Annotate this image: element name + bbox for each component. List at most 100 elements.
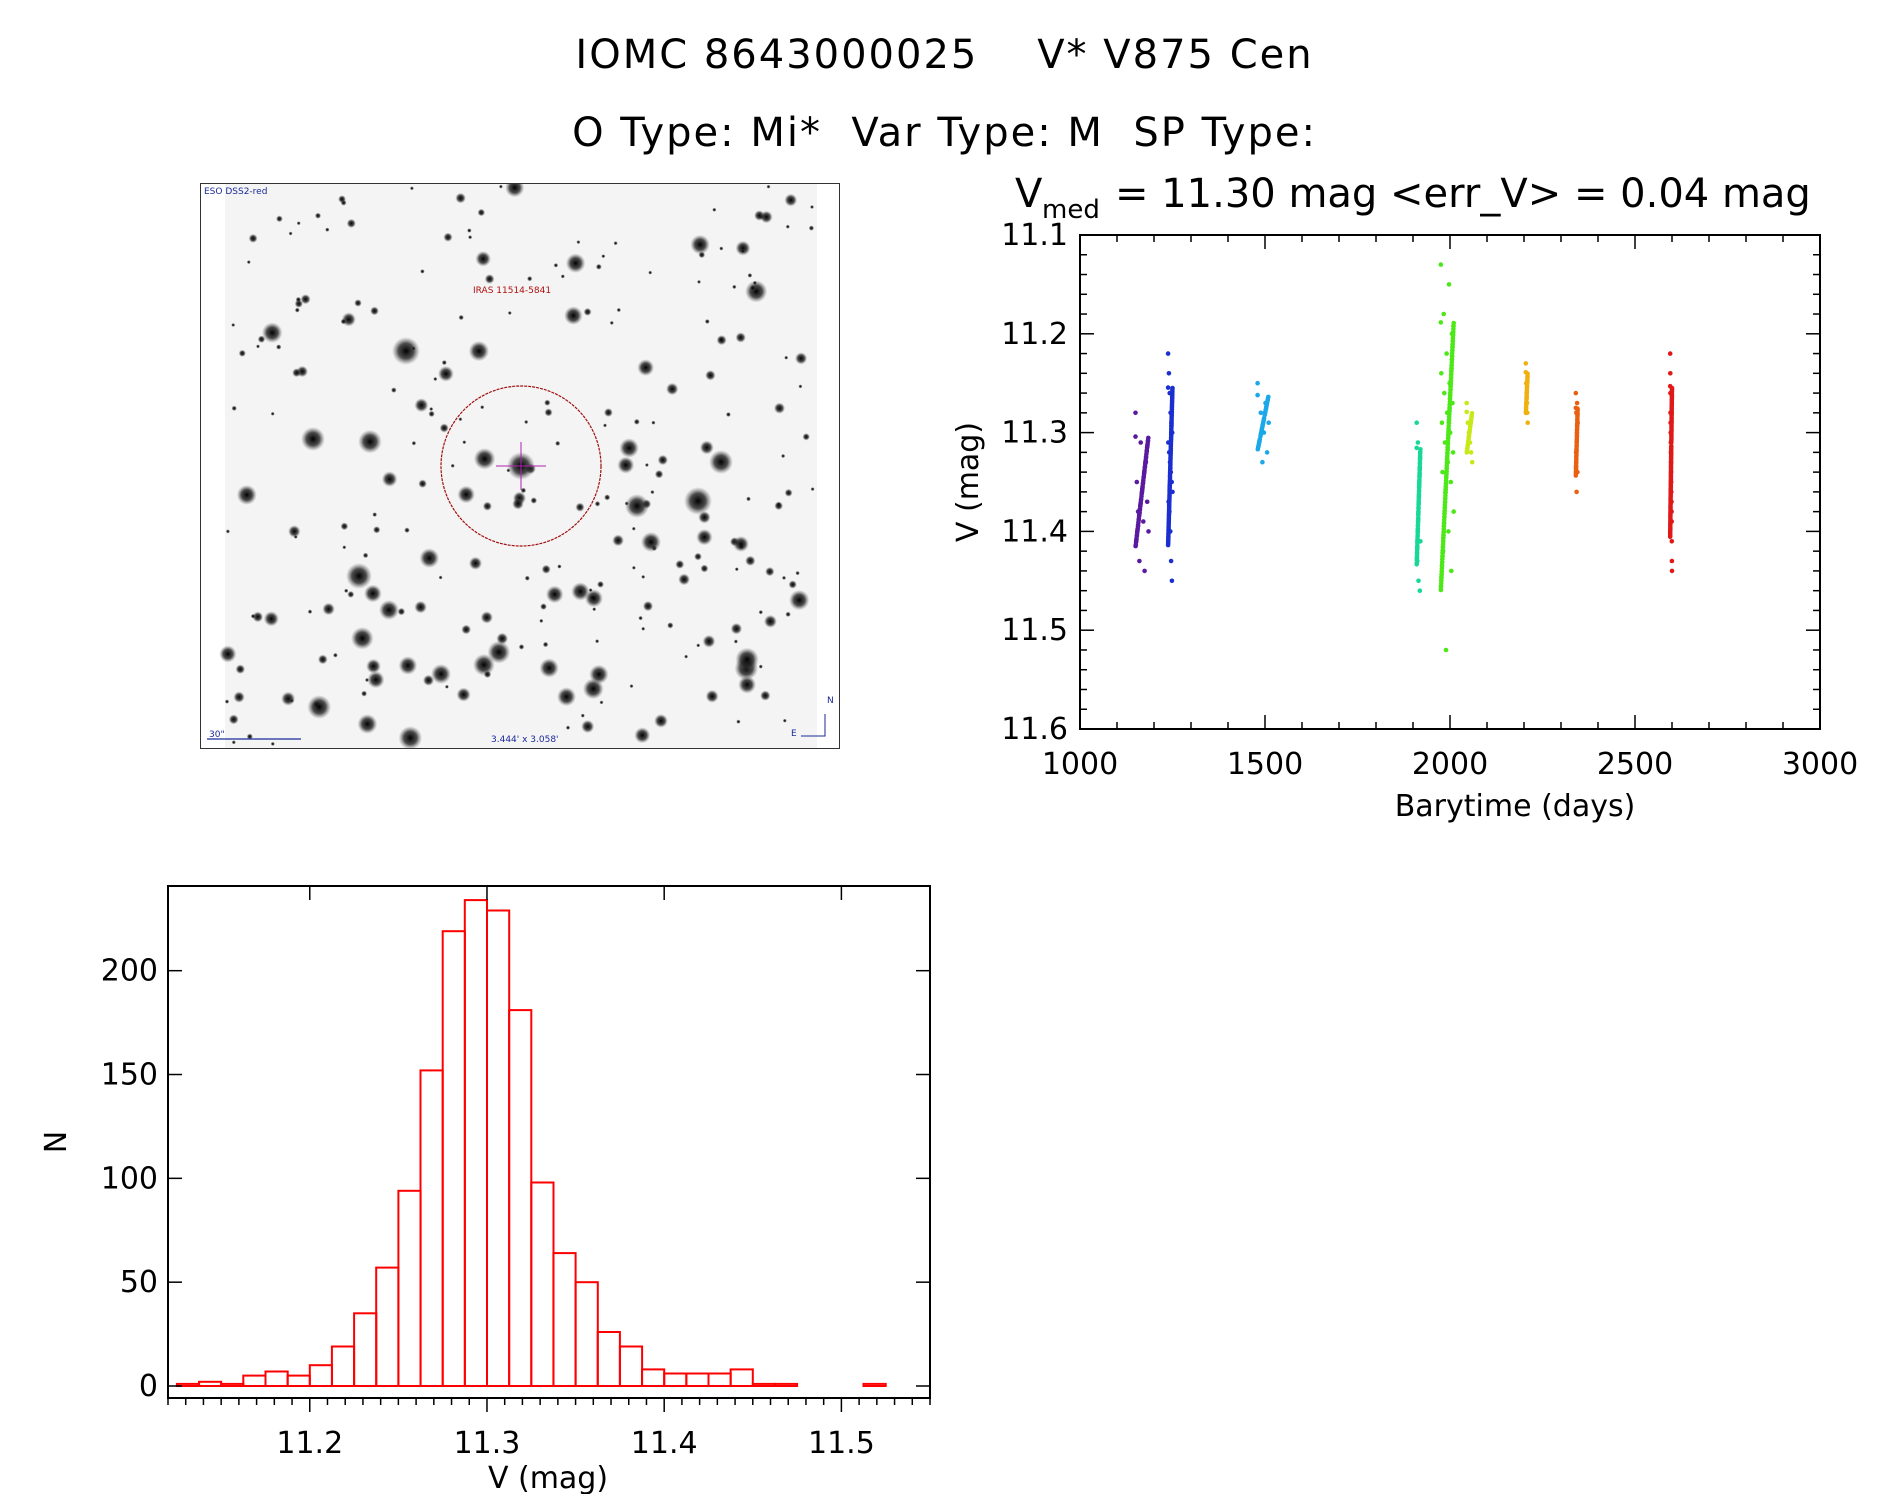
star — [557, 564, 562, 569]
star — [746, 496, 751, 502]
data-point — [1261, 417, 1266, 423]
star — [296, 221, 301, 226]
data-point — [1446, 417, 1452, 423]
data-point — [1668, 522, 1673, 528]
data-point — [1445, 445, 1450, 450]
data-point — [1166, 510, 1172, 516]
data-point — [1168, 432, 1174, 437]
star — [609, 320, 614, 325]
data-point — [1573, 465, 1579, 471]
star — [752, 280, 758, 285]
star — [366, 658, 381, 674]
star — [758, 664, 763, 669]
data-point — [1416, 510, 1421, 516]
data-point — [1449, 568, 1454, 574]
data-point — [1469, 459, 1475, 465]
data-point — [1669, 568, 1675, 574]
star — [414, 398, 429, 413]
data-point — [1133, 410, 1138, 416]
star — [398, 656, 418, 675]
star — [629, 684, 634, 689]
star — [398, 726, 423, 748]
star — [583, 307, 592, 316]
bright-star — [392, 337, 420, 365]
data-point — [1417, 455, 1423, 460]
histogram-bar — [685, 1372, 710, 1387]
data-point — [1256, 443, 1261, 449]
data-point — [1575, 416, 1580, 422]
data-point — [1573, 390, 1579, 396]
data-point — [1450, 333, 1456, 338]
data-point — [1165, 385, 1171, 390]
data-point — [1415, 440, 1421, 445]
data-point — [1444, 469, 1449, 475]
star — [576, 240, 581, 245]
data-point — [1170, 389, 1175, 394]
star — [322, 602, 335, 616]
data-point — [1444, 457, 1450, 462]
data-point — [1668, 526, 1673, 531]
data-point — [1260, 422, 1265, 428]
star — [565, 725, 571, 730]
data-point — [1668, 495, 1673, 500]
histogram-bar — [375, 1266, 400, 1387]
data-point — [1141, 519, 1146, 524]
star — [246, 733, 253, 740]
star — [270, 741, 275, 747]
data-point — [1525, 420, 1530, 426]
star — [429, 407, 434, 411]
star — [231, 323, 236, 327]
star — [760, 690, 771, 701]
star — [231, 405, 237, 411]
histogram-bar — [242, 1374, 267, 1387]
star — [634, 727, 651, 744]
star — [475, 251, 492, 267]
data-point — [1263, 409, 1268, 415]
data-point — [1445, 442, 1451, 447]
data-point — [1446, 529, 1451, 534]
data-point — [1264, 450, 1270, 455]
star — [370, 306, 379, 316]
star — [758, 610, 763, 615]
star — [736, 719, 741, 724]
data-point — [1143, 459, 1148, 464]
bright-star — [379, 600, 399, 620]
data-point — [1468, 450, 1474, 455]
star — [397, 607, 406, 616]
data-point — [1438, 587, 1444, 593]
star — [633, 418, 640, 425]
data-point — [1668, 486, 1673, 492]
star — [450, 463, 455, 468]
star — [740, 248, 746, 254]
data-point — [1143, 455, 1149, 461]
y-tick-label: 11.5 — [1001, 613, 1068, 648]
star — [344, 588, 349, 593]
data-point — [1668, 459, 1674, 464]
data-point — [1668, 490, 1673, 495]
bright-star — [733, 536, 749, 552]
star — [381, 471, 398, 487]
data-point — [1525, 378, 1530, 384]
data-point — [1465, 446, 1470, 452]
data-point — [1446, 282, 1452, 287]
data-point — [1415, 534, 1420, 539]
star — [738, 675, 756, 694]
data-point — [1167, 478, 1173, 484]
data-point — [1134, 533, 1140, 539]
star — [782, 718, 787, 723]
data-point — [1438, 320, 1444, 325]
data-point — [1168, 441, 1174, 446]
star — [539, 618, 544, 623]
star — [487, 640, 511, 664]
data-point — [1257, 438, 1262, 444]
data-point — [1167, 469, 1173, 475]
star — [784, 355, 789, 360]
star — [581, 719, 595, 734]
star — [364, 584, 382, 603]
star — [702, 634, 716, 648]
data-point — [1414, 562, 1419, 567]
data-point — [1669, 414, 1674, 420]
data-point — [1464, 409, 1469, 415]
star — [354, 299, 362, 307]
data-point — [1167, 484, 1172, 489]
